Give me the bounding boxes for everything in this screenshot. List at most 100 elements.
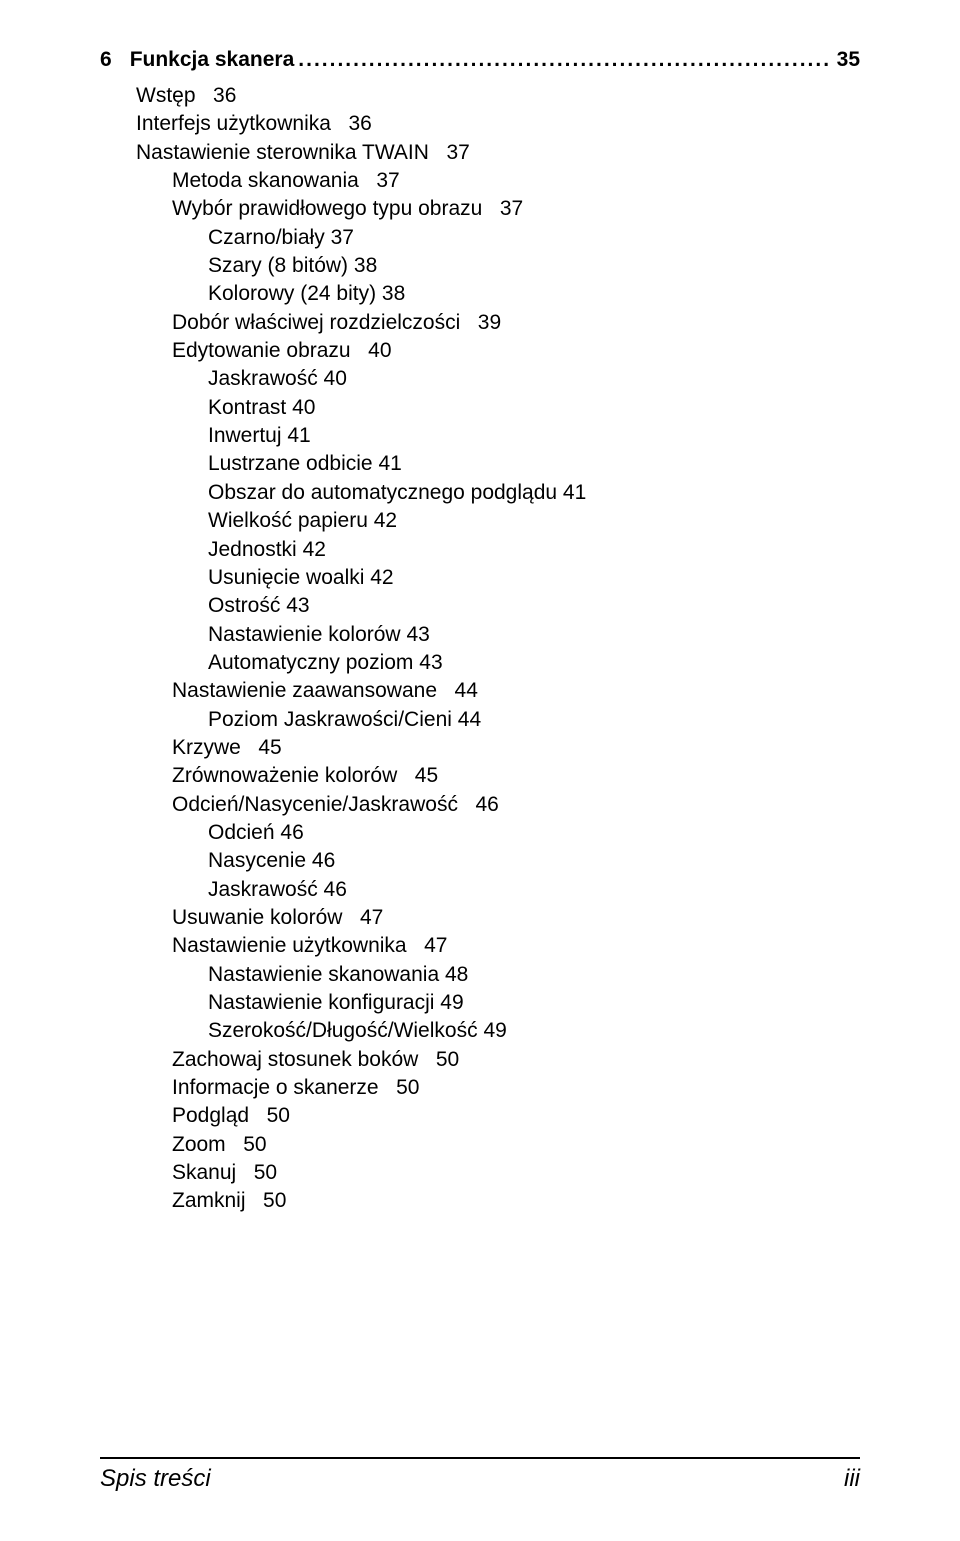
- toc-item-page: 46: [312, 847, 335, 875]
- toc-item-page: 47: [360, 904, 383, 932]
- toc-item-page: 50: [436, 1046, 459, 1074]
- toc-item: Automatyczny poziom 43: [100, 649, 860, 677]
- toc-item-page: 50: [263, 1187, 286, 1215]
- toc-item-title: Lustrzane odbicie: [208, 450, 373, 478]
- toc-item: Nastawienie użytkownika 47: [100, 932, 860, 960]
- toc-item-title: Usuwanie kolorów: [172, 904, 342, 932]
- toc-item: Krzywe 45: [100, 734, 860, 762]
- toc-item-page: 50: [243, 1131, 266, 1159]
- toc-item-title: Zoom: [172, 1131, 226, 1159]
- toc-item-separator: [379, 1074, 397, 1102]
- toc-item: Zachowaj stosunek boków 50: [100, 1046, 860, 1074]
- toc-item-page: 40: [368, 337, 391, 365]
- toc-item-separator: [482, 195, 500, 223]
- toc-item: Nastawienie zaawansowane 44: [100, 677, 860, 705]
- toc-item-title: Krzywe: [172, 734, 241, 762]
- toc-item-page: 37: [331, 224, 354, 252]
- toc-item: Dobór właściwej rozdzielczości 39: [100, 309, 860, 337]
- toc-item-title: Nastawienie zaawansowane: [172, 677, 437, 705]
- toc-item: Kontrast 40: [100, 394, 860, 422]
- chapter-heading: 6 Funkcja skanera ......................…: [100, 48, 860, 72]
- toc-item: Czarno/biały 37: [100, 224, 860, 252]
- toc-item-page: 48: [445, 961, 468, 989]
- toc-item-page: 40: [292, 394, 315, 422]
- toc-item-page: 44: [458, 706, 481, 734]
- toc-item: Usuwanie kolorów 47: [100, 904, 860, 932]
- toc-item: Informacje o skanerze 50: [100, 1074, 860, 1102]
- toc-item: Wielkość papieru 42: [100, 507, 860, 535]
- toc-item-page: 43: [419, 649, 442, 677]
- chapter-page: 35: [837, 48, 860, 72]
- toc-item-title: Nastawienie kolorów: [208, 621, 401, 649]
- toc-item-separator: [196, 82, 214, 110]
- toc-item-separator: [249, 1102, 267, 1130]
- toc-item-page: 41: [378, 450, 401, 478]
- toc-item-title: Nastawienie konfiguracji: [208, 989, 434, 1017]
- toc-item-title: Skanuj: [172, 1159, 236, 1187]
- toc-list: Wstęp 36Interfejs użytkownika 36 Nastawie…: [100, 82, 860, 1216]
- footer-rule: [100, 1457, 860, 1459]
- toc-item-title: Czarno/biały: [208, 224, 325, 252]
- toc-item-separator: [342, 904, 360, 932]
- toc-item-separator: [437, 677, 455, 705]
- toc-item-title: Nasycenie: [208, 847, 306, 875]
- toc-item-title: Szerokość/Długość/Wielkość: [208, 1017, 478, 1045]
- toc-item: Skanuj 50: [100, 1159, 860, 1187]
- toc-item-title: Edytowanie obrazu: [172, 337, 351, 365]
- toc-item-page: 37: [446, 139, 469, 167]
- toc-item-page: 50: [254, 1159, 277, 1187]
- toc-item: Kolorowy (24 bity) 38: [100, 280, 860, 308]
- toc-item-page: 39: [478, 309, 501, 337]
- toc-item-page: 50: [267, 1102, 290, 1130]
- toc-item-title: Wielkość papieru: [208, 507, 368, 535]
- toc-item-separator: [429, 139, 447, 167]
- toc-item-page: 44: [455, 677, 478, 705]
- page-footer: Spis treści iii: [100, 1457, 860, 1493]
- toc-item-title: Inwertuj: [208, 422, 282, 450]
- toc-item: Odcień 46: [100, 819, 860, 847]
- toc-item: Nastawienie kolorów 43: [100, 621, 860, 649]
- footer-right: iii: [844, 1465, 860, 1493]
- toc-item-title: Dobór właściwej rozdzielczości: [172, 309, 460, 337]
- toc-item-page: 36: [348, 110, 371, 138]
- toc-item-title: Nastawienie skanowania: [208, 961, 439, 989]
- toc-item: Odcień/Nasycenie/Jaskrawość 46: [100, 791, 860, 819]
- toc-item-title: Wybór prawidłowego typu obrazu: [172, 195, 482, 223]
- toc-item-title: Jaskrawość: [208, 365, 318, 393]
- toc-item-page: 42: [374, 507, 397, 535]
- toc-item: Jaskrawość 40: [100, 365, 860, 393]
- toc-item: Szary (8 bitów) 38: [100, 252, 860, 280]
- toc-item-separator: [418, 1046, 436, 1074]
- toc-item: Wybór prawidłowego typu obrazu 37: [100, 195, 860, 223]
- toc-item: Nastawienie konfiguracji 49: [100, 989, 860, 1017]
- toc-item-page: 42: [303, 536, 326, 564]
- toc-item: Inwertuj 41: [100, 422, 860, 450]
- toc-item-separator: [241, 734, 259, 762]
- toc-item-page: 49: [440, 989, 463, 1017]
- toc-item-page: 38: [382, 280, 405, 308]
- toc-item-title: Szary (8 bitów): [208, 252, 348, 280]
- toc-item: Interfejs użytkownika 36: [100, 110, 860, 138]
- footer-left: Spis treści: [100, 1465, 211, 1493]
- toc-item-separator: [351, 337, 369, 365]
- toc-item-title: Informacje o skanerze: [172, 1074, 379, 1102]
- toc-item-title: Odcień: [208, 819, 275, 847]
- toc-item-page: 41: [287, 422, 310, 450]
- toc-item: Zrównoważenie kolorów 45: [100, 762, 860, 790]
- toc-item-page: 37: [376, 167, 399, 195]
- toc-item-page: 50: [396, 1074, 419, 1102]
- toc-item: Wstęp 36: [100, 82, 860, 110]
- toc-item-title: Interfejs użytkownika: [136, 110, 331, 138]
- toc-item-separator: [246, 1187, 264, 1215]
- toc-item-title: Podgląd: [172, 1102, 249, 1130]
- chapter-leader-dots: ........................................…: [298, 48, 828, 72]
- toc-item-page: 38: [354, 252, 377, 280]
- toc-item-title: Nastawienie użytkownika: [172, 932, 407, 960]
- toc-item: Usunięcie woalki 42: [100, 564, 860, 592]
- toc-item-page: 47: [424, 932, 447, 960]
- toc-item: Lustrzane odbicie 41: [100, 450, 860, 478]
- toc-item: Nasycenie 46: [100, 847, 860, 875]
- toc-item-title: Jednostki: [208, 536, 297, 564]
- toc-item-title: Ostrość: [208, 592, 280, 620]
- toc-item-page: 40: [324, 365, 347, 393]
